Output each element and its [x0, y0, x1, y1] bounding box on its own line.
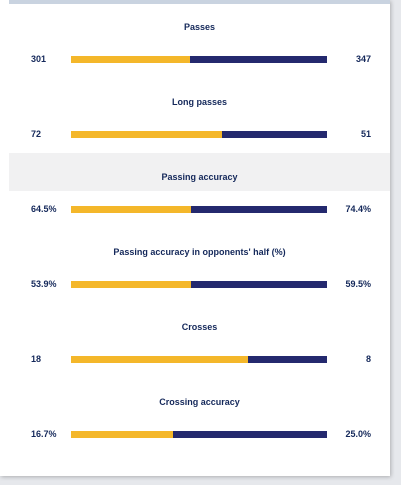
match-stats-panel: Passes Long passes Passing accuracy Passing… [0, 0, 390, 476]
stat-away-value: 74.4% [345, 204, 371, 214]
stat-home-value: 301 [31, 54, 47, 64]
stat-home-value: 16.7% [31, 429, 57, 439]
stat-home-share [71, 356, 248, 363]
stat-comparison-bar [71, 56, 327, 63]
stat-row: Crosses [9, 318, 390, 378]
stat-home-share [71, 56, 191, 63]
stat-home-share [71, 206, 192, 213]
stat-home-value: 64.5% [31, 204, 57, 214]
top-divider [9, 0, 390, 4]
stat-title: Crossing accuracy [159, 397, 240, 407]
stat-home-value: 72 [31, 129, 42, 139]
stat-away-value: 25.0% [345, 429, 371, 439]
stat-title: Passing accuracy in opponents' half (%) [113, 247, 286, 257]
stat-row: Passes [9, 18, 390, 78]
stat-away-value: 347 [355, 54, 371, 64]
stat-row: Passing accuracy [9, 153, 390, 191]
stat-home-share [71, 281, 192, 288]
stat-comparison-bar [71, 206, 327, 213]
stat-title: Crosses [181, 322, 218, 332]
stat-comparison-bar [71, 431, 327, 438]
stat-home-share [71, 431, 174, 438]
stat-away-value: 8 [365, 354, 371, 364]
stat-row: Long passes [9, 93, 390, 153]
stat-home-value: 53.9% [31, 279, 57, 289]
stat-comparison-bar [71, 281, 327, 288]
stat-title: Passing accuracy [161, 172, 238, 182]
stat-away-value: 59.5% [345, 279, 371, 289]
stat-comparison-bar [71, 131, 327, 138]
stat-home-value: 18 [31, 354, 42, 364]
stat-away-value: 51 [360, 129, 371, 139]
stat-title: Long passes [171, 97, 227, 107]
stat-home-share [71, 131, 223, 138]
stat-row: Crossing accuracy [9, 393, 390, 453]
stat-title: Passes [183, 22, 216, 32]
stat-row: Passing accuracy in opponents' half (%) [9, 243, 390, 303]
stat-comparison-bar [71, 356, 327, 363]
